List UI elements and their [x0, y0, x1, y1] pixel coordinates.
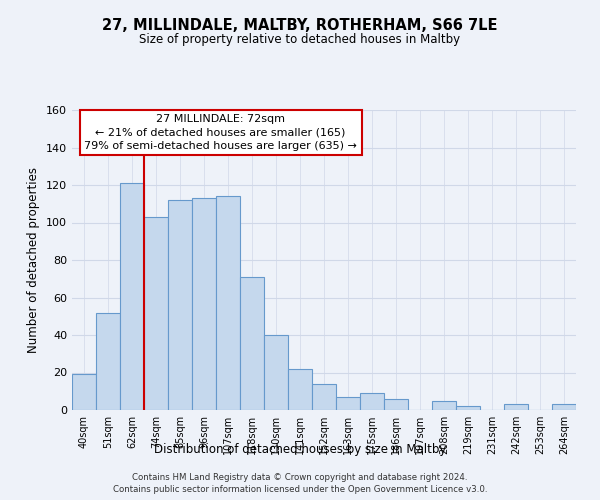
- Text: Contains HM Land Registry data © Crown copyright and database right 2024.: Contains HM Land Registry data © Crown c…: [132, 472, 468, 482]
- Bar: [72, 374, 96, 410]
- Bar: [96, 312, 120, 410]
- Bar: [288, 369, 312, 410]
- Bar: [216, 196, 240, 410]
- Bar: [240, 277, 264, 410]
- Bar: [192, 198, 216, 410]
- Bar: [144, 217, 168, 410]
- Y-axis label: Number of detached properties: Number of detached properties: [28, 167, 40, 353]
- Bar: [264, 335, 288, 410]
- Bar: [504, 404, 528, 410]
- Bar: [432, 400, 456, 410]
- Bar: [456, 406, 480, 410]
- Bar: [312, 384, 336, 410]
- Bar: [360, 393, 384, 410]
- Bar: [336, 397, 360, 410]
- Text: Size of property relative to detached houses in Maltby: Size of property relative to detached ho…: [139, 32, 461, 46]
- Text: Contains public sector information licensed under the Open Government Licence v3: Contains public sector information licen…: [113, 485, 487, 494]
- Text: Distribution of detached houses by size in Maltby: Distribution of detached houses by size …: [154, 442, 446, 456]
- Text: 27 MILLINDALE: 72sqm
← 21% of detached houses are smaller (165)
79% of semi-deta: 27 MILLINDALE: 72sqm ← 21% of detached h…: [84, 114, 357, 151]
- Bar: [168, 200, 192, 410]
- Bar: [384, 399, 408, 410]
- Text: 27, MILLINDALE, MALTBY, ROTHERHAM, S66 7LE: 27, MILLINDALE, MALTBY, ROTHERHAM, S66 7…: [102, 18, 498, 32]
- Bar: [552, 404, 576, 410]
- Bar: [120, 183, 144, 410]
